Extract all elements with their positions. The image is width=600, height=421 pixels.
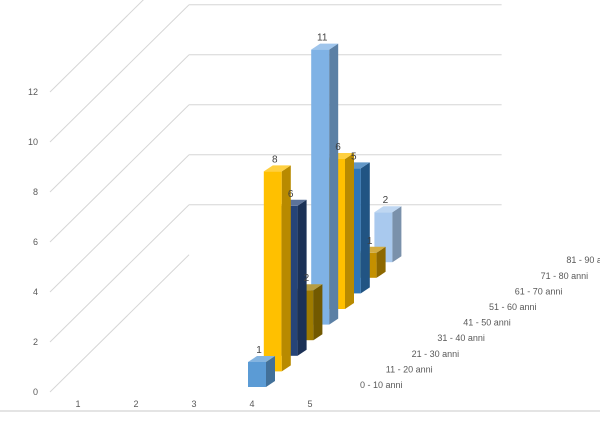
gridline-diagonal bbox=[49, 204, 190, 343]
bar-top-face bbox=[263, 165, 291, 172]
bar-0to10anni bbox=[248, 356, 275, 387]
x-tick-label: 2 bbox=[133, 399, 138, 409]
data-label: 6 bbox=[288, 189, 294, 200]
gridline-diagonal bbox=[49, 4, 190, 143]
bar-front-face bbox=[311, 49, 330, 325]
bar-side-face bbox=[313, 284, 323, 341]
bar-side-face bbox=[281, 165, 291, 372]
data-label: 1 bbox=[367, 236, 373, 247]
data-label: 11 bbox=[317, 33, 328, 44]
gridline-diagonal bbox=[49, 154, 190, 293]
x-tick-label: 4 bbox=[249, 399, 254, 409]
bar-front-face bbox=[248, 362, 266, 387]
series-axis-label: 11 - 20 anni bbox=[386, 364, 433, 374]
y-tick-label: 8 bbox=[33, 187, 38, 197]
data-label: 5 bbox=[351, 151, 357, 162]
series-axis-label: 81 - 90 anni bbox=[566, 255, 600, 265]
series-axis-label: 21 - 30 anni bbox=[412, 349, 460, 359]
y-tick-label: 4 bbox=[33, 287, 38, 297]
y-tick-label: 6 bbox=[33, 237, 38, 247]
series-axis-label: 61 - 70 anni bbox=[515, 286, 563, 296]
bars bbox=[248, 43, 402, 387]
data-label: 1 bbox=[256, 345, 262, 356]
bar-side-face bbox=[360, 162, 370, 294]
data-label: 6 bbox=[335, 142, 341, 153]
bar-top-face bbox=[248, 356, 275, 362]
gridline-diagonal bbox=[49, 0, 144, 93]
series-axis-label: 41 - 50 anni bbox=[463, 318, 511, 328]
bar-side-face bbox=[266, 356, 275, 387]
bar-top-face bbox=[311, 43, 339, 50]
y-tick-label: 12 bbox=[28, 87, 38, 97]
series-axis-label: 71 - 80 anni bbox=[541, 271, 589, 281]
series-axis-label: 51 - 60 anni bbox=[489, 302, 537, 312]
bar-side-face bbox=[345, 153, 354, 309]
series-axis-label: 0 - 10 anni bbox=[360, 380, 403, 390]
data-label: 8 bbox=[272, 154, 278, 165]
gridline-diagonal bbox=[49, 54, 190, 193]
bar-front-face bbox=[263, 171, 282, 372]
bar-side-face bbox=[376, 246, 386, 278]
gridline-diagonal bbox=[49, 254, 190, 393]
gridline-diagonal bbox=[49, 104, 190, 243]
y-tick-label: 2 bbox=[33, 337, 38, 347]
y-tick-label: 0 bbox=[33, 387, 38, 397]
bar-side-face bbox=[329, 43, 339, 325]
data-label: 2 bbox=[304, 273, 310, 284]
bar-41to50anni bbox=[311, 43, 339, 325]
x-tick-label: 1 bbox=[75, 399, 80, 409]
bar-11to20anni bbox=[263, 165, 291, 372]
bar-top-face bbox=[374, 206, 402, 213]
x-tick-label: 5 bbox=[307, 399, 312, 409]
data-label: 2 bbox=[383, 195, 389, 206]
bar-side-face bbox=[297, 199, 307, 356]
y-tick-label: 10 bbox=[28, 137, 38, 147]
bar-side-face bbox=[392, 206, 402, 263]
x-tick-label: 3 bbox=[191, 399, 196, 409]
series-axis-label: 31 - 40 anni bbox=[437, 333, 485, 343]
